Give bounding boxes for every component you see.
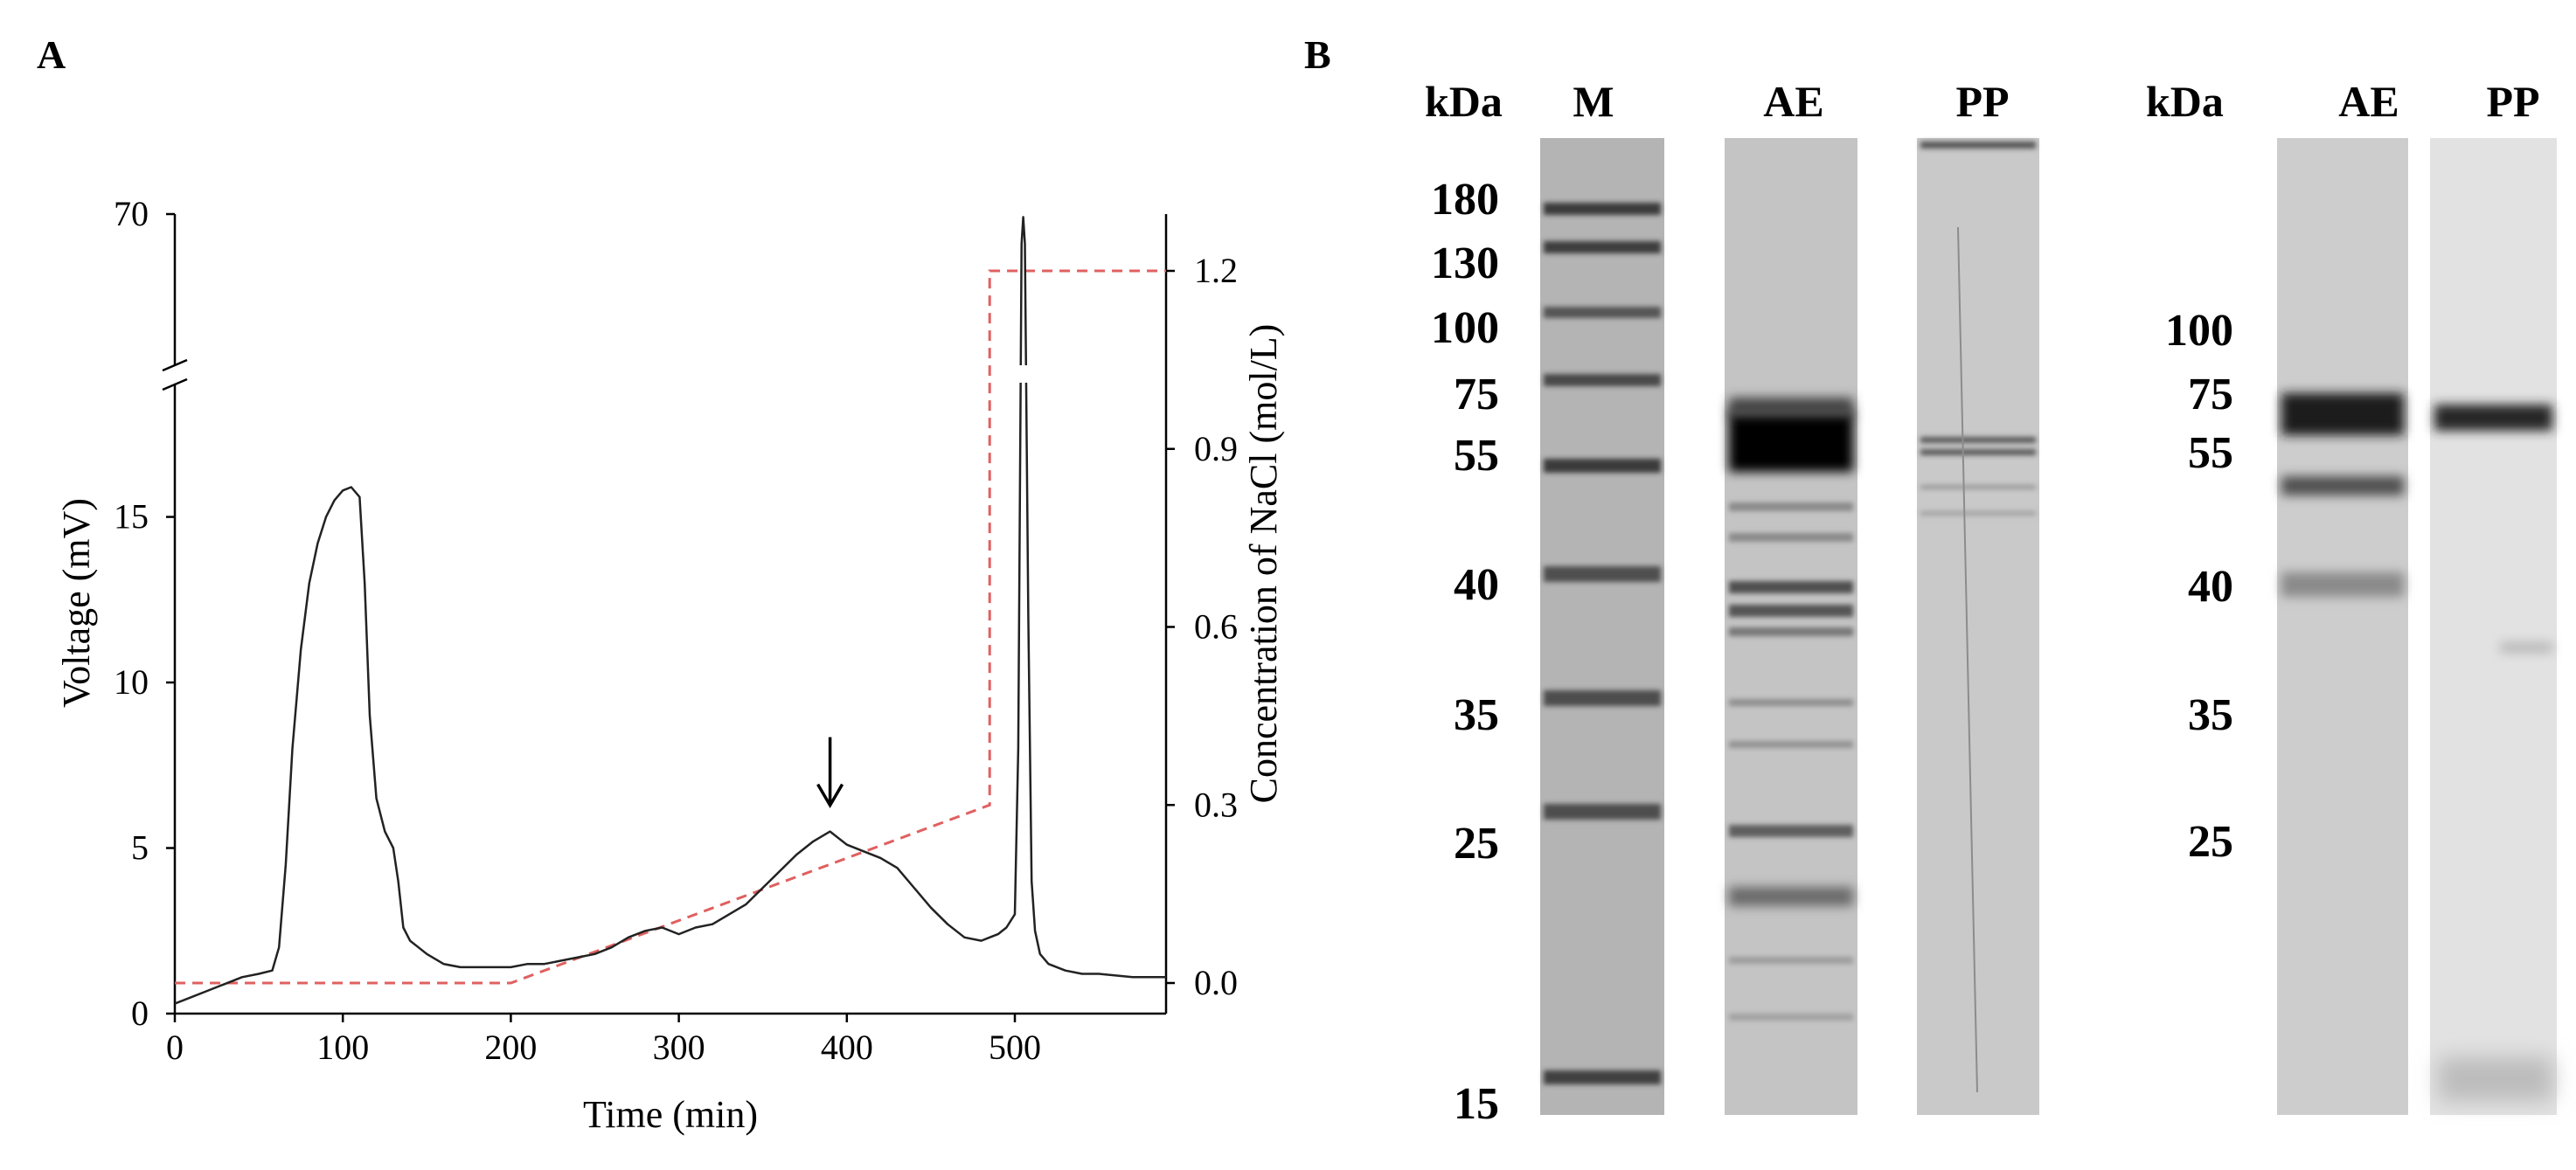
mw-label: 15 <box>1454 1079 1499 1129</box>
x-ticks: 0 100 200 300 400 500 <box>166 1014 1041 1067</box>
mw-label: 40 <box>1454 560 1499 610</box>
gel-lane-pp-left <box>1917 138 2039 1115</box>
gel-lane-ae-left <box>1725 138 1857 1115</box>
y2-tick-label: 0.6 <box>1194 607 1238 647</box>
mw-label: 40 <box>2188 562 2233 612</box>
x-tick-label: 200 <box>484 1028 537 1067</box>
right-kda-header: kDa <box>2146 77 2224 126</box>
band <box>1729 825 1853 837</box>
panel-b-label: B <box>1304 32 1331 77</box>
y-tick-label: 10 <box>114 662 149 702</box>
lane-header-pp-right: PP <box>2486 77 2539 126</box>
mw-label: 35 <box>2188 690 2233 740</box>
y2-tick-label: 0.9 <box>1194 429 1238 468</box>
lane-header-ae-left: AE <box>1763 77 1823 126</box>
band <box>1729 398 1853 417</box>
band <box>1729 699 1853 706</box>
band <box>1544 374 1661 386</box>
left-mw-labels: 180 130 100 75 55 40 35 25 15 <box>1431 175 1499 1129</box>
y2-tick-label: 1.2 <box>1194 251 1238 290</box>
band <box>2281 476 2404 495</box>
left-kda-header: kDa <box>1425 77 1503 126</box>
y-axis-title: Voltage (mV) <box>55 498 98 708</box>
band <box>1729 627 1853 636</box>
band <box>1920 142 2036 149</box>
lane-header-pp-left: PP <box>1955 77 2009 126</box>
y-ticks: 0 5 10 15 <box>114 497 175 1033</box>
mw-label: 100 <box>2165 306 2233 356</box>
band <box>1544 1070 1661 1084</box>
band <box>1544 307 1661 318</box>
panel-a-label: A <box>37 32 66 77</box>
nacl-gradient-line <box>175 269 1166 985</box>
band <box>1729 605 1853 617</box>
x-tick-label: 400 <box>821 1028 873 1067</box>
band <box>1920 485 2036 489</box>
x-tick-label: 500 <box>989 1028 1041 1067</box>
band <box>1544 804 1661 820</box>
mw-label: 55 <box>1454 431 1499 481</box>
lane-header-ae-right: AE <box>2338 77 2399 126</box>
gel-lane-pp-right <box>2430 138 2557 1115</box>
band <box>1920 511 2036 516</box>
band <box>1729 957 1853 964</box>
axis-break-mark <box>162 358 188 391</box>
band <box>1729 1014 1853 1021</box>
band <box>1729 581 1853 593</box>
band <box>2281 393 2404 435</box>
band <box>1544 566 1661 582</box>
band <box>1920 437 2036 443</box>
y2-ticks: 0.0 0.3 0.6 0.9 1.2 <box>1166 251 1238 1002</box>
gel-lane-m <box>1540 138 1664 1115</box>
voltage-trace-line <box>174 216 1166 1005</box>
band <box>2281 572 2404 597</box>
mw-label: 75 <box>1454 370 1499 419</box>
mw-label: 180 <box>1431 175 1499 225</box>
band <box>1729 533 1853 542</box>
right-mw-labels: 100 75 55 40 35 25 <box>2165 306 2233 867</box>
x-axis-title: Time (min) <box>583 1093 758 1136</box>
gel-scratch <box>1957 226 1978 1093</box>
y2-tick-label: 0.0 <box>1194 963 1238 1002</box>
band <box>2500 642 2552 653</box>
band <box>1729 502 1853 511</box>
x-tick-label: 100 <box>316 1028 369 1067</box>
mw-label: 35 <box>1454 690 1499 740</box>
mw-label: 25 <box>2188 817 2233 867</box>
band <box>1544 241 1661 253</box>
y2-axis-title: Concentration of NaCl (mol/L) <box>1242 324 1285 804</box>
y-tick-label: 15 <box>114 497 149 537</box>
mw-label: 130 <box>1431 239 1499 288</box>
mw-label: 55 <box>2188 428 2233 478</box>
band <box>1544 203 1661 215</box>
band <box>2434 405 2552 431</box>
band <box>1729 887 1853 906</box>
band <box>1920 449 2036 455</box>
x-tick-label: 0 <box>166 1028 184 1067</box>
band <box>1544 459 1661 473</box>
mw-label: 75 <box>2188 370 2233 419</box>
y2-tick-label: 0.3 <box>1194 785 1238 824</box>
peak-arrow-icon <box>816 737 844 809</box>
band <box>1729 411 1853 472</box>
y-tick-label-70: 70 <box>114 194 149 233</box>
y-tick-label: 0 <box>131 993 149 1033</box>
band <box>1729 741 1853 748</box>
band <box>1544 690 1661 706</box>
x-tick-label: 300 <box>653 1028 705 1067</box>
gel-lane-ae-right <box>2277 138 2408 1115</box>
band <box>2439 1057 2552 1101</box>
peak-break-gap <box>1014 365 1038 383</box>
lane-header-m: M <box>1573 77 1614 126</box>
y-tick-label: 5 <box>131 828 149 868</box>
mw-label: 25 <box>1454 819 1499 869</box>
mw-label: 100 <box>1431 303 1499 353</box>
